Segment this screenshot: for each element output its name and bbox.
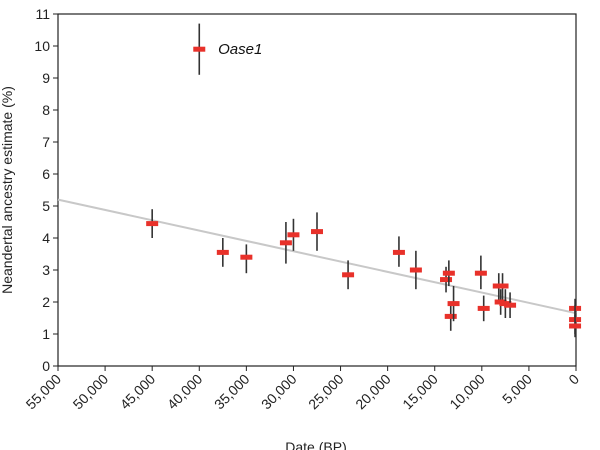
data-point [240,244,253,274]
y-tick-label: 3 [42,262,50,278]
plot-border [57,13,577,367]
data-point [311,212,323,251]
data-point [287,218,300,251]
y-axis-label: Neandertal ancestry estimate (%) [0,86,15,294]
data-point [279,222,292,264]
data-point [440,266,453,293]
point-marker [496,283,509,289]
data-point [569,314,582,338]
point-marker [474,270,487,276]
y-tick-label: 10 [34,38,50,54]
data-point [474,255,487,290]
data-point [146,209,159,238]
data-point [342,260,355,290]
x-tick-label: 40,000 [164,371,206,413]
point-marker [216,249,229,255]
annotation-layer: Oase1 [218,41,262,58]
point-marker [279,240,292,246]
x-tick-label: 35,000 [211,371,253,413]
data-point [504,292,517,318]
data-point [216,238,229,267]
x-tick-label: 45,000 [117,371,159,413]
y-tick-label: 1 [42,326,50,342]
x-tick-label: 30,000 [258,371,300,413]
y-tick-label: 6 [42,166,50,182]
data-point [392,236,405,267]
point-marker [504,302,517,308]
x-tick-label: 25,000 [305,371,347,413]
point-marker [447,301,460,307]
y-axis-ticks: 0 1 2 3 4 5 6 7 8 9 10 11 [34,6,58,374]
x-tick-label: 10,000 [446,371,488,413]
trend-layer [57,198,577,315]
x-tick-label: 55,000 [23,371,65,413]
point-marker [287,232,300,238]
y-tick-label: 11 [35,6,50,22]
point-marker [193,46,206,52]
x-tick-label: 15,000 [399,371,441,413]
y-tick-label: 7 [42,134,50,150]
point-marker [444,313,457,319]
annotation-label: Oase1 [218,41,262,58]
data-point [477,295,490,322]
data-point [447,286,460,322]
data-point [193,23,206,75]
data-point [496,273,509,302]
x-axis-label: Date (BP) [285,439,346,450]
y-tick-label: 0 [42,358,50,374]
x-axis-ticks: 55,000 50,000 45,000 40,000 35,000 30,000 25,0… [23,366,582,413]
data-point [444,302,457,331]
y-tick-label: 4 [42,230,50,246]
point-marker [240,254,253,260]
y-tick-label: 5 [42,198,50,214]
y-tick-label: 9 [42,70,50,86]
data-point [409,250,422,290]
y-tick-label: 2 [42,294,50,310]
point-marker [477,305,490,311]
point-marker [569,323,582,329]
point-marker [442,270,455,276]
y-tick-label: 8 [42,102,50,118]
point-marker [342,272,355,278]
data-point [442,260,455,286]
trend-line [57,198,577,315]
point-marker [440,277,453,283]
point-marker [146,221,159,227]
point-marker [409,267,422,273]
x-tick-label: 0 [565,371,582,388]
x-tick-label: 5,000 [499,371,535,407]
plot-frame [57,13,577,367]
points-layer [146,23,582,338]
x-tick-label: 50,000 [70,371,112,413]
point-marker [311,229,323,235]
x-tick-label: 20,000 [352,371,394,413]
point-marker [392,249,405,255]
